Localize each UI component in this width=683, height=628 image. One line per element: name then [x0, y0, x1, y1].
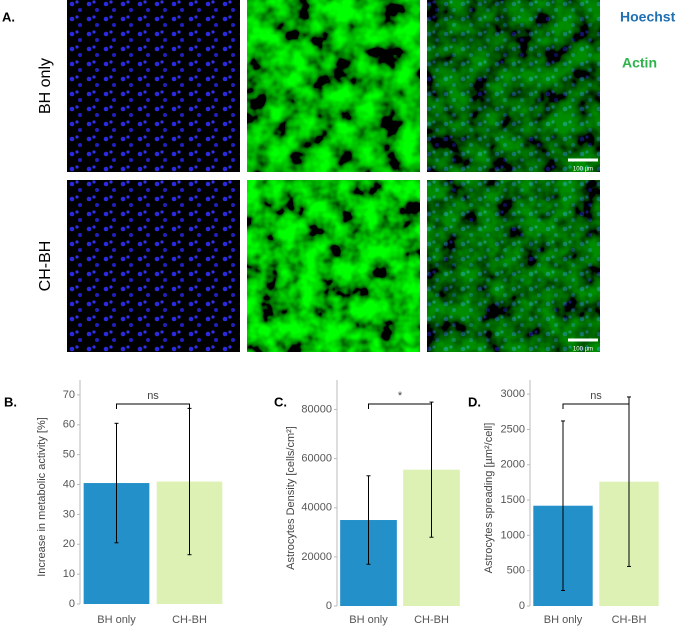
x-tick-label: CH-BH: [612, 614, 647, 626]
y-axis-label: Astrocytes spreading [µm²/cell]: [483, 423, 495, 574]
merge-nuclei: [427, 0, 600, 172]
y-tick-label: 3000: [501, 388, 525, 400]
actin-image: [247, 180, 420, 352]
significance-label: ns: [590, 390, 602, 402]
x-tick-label: CH-BH: [172, 614, 207, 626]
x-tick-label: CH-BH: [414, 614, 449, 626]
micrographs: [67, 0, 600, 352]
merge-nuclei: [427, 180, 600, 352]
y-tick-label: 0: [69, 598, 75, 610]
y-tick-label: 1500: [501, 494, 525, 506]
y-tick-label: 20000: [301, 551, 332, 563]
actin-image: [247, 0, 420, 172]
hoechst-image: [67, 0, 240, 172]
y-tick-label: 70: [63, 389, 75, 401]
y-tick-label: 20: [63, 538, 75, 550]
x-tick-label: BH only: [544, 614, 583, 626]
significance-bracket: [116, 403, 190, 409]
row-label: BH only: [37, 58, 54, 114]
y-axis-label: Increase in metabolic activity [%]: [36, 417, 48, 577]
panel-label: A.: [2, 9, 15, 24]
y-tick-label: 10: [63, 568, 75, 580]
significance-bracket: [562, 403, 630, 409]
x-tick-label: BH only: [97, 614, 136, 626]
y-tick-label: 2000: [501, 459, 525, 471]
y-tick-label: 2500: [501, 423, 525, 435]
significance-label: ns: [147, 390, 159, 402]
y-tick-label: 0: [326, 600, 332, 612]
y-axis-label: Astrocytes Density [cells/cm²]: [285, 426, 297, 570]
significance-label: *: [398, 390, 403, 402]
panel-label: C.: [274, 394, 287, 409]
y-tick-label: 50: [63, 449, 75, 461]
y-tick-label: 60: [63, 419, 75, 431]
hoechst-image: [67, 180, 240, 352]
legend-hoechst: Hoechst: [620, 9, 676, 25]
scale-bar-label: 100 µm: [573, 167, 593, 173]
y-tick-label: 40: [63, 478, 75, 490]
y-tick-label: 500: [507, 565, 525, 577]
y-tick-label: 1000: [501, 529, 525, 541]
row-label: CH-BH: [37, 241, 54, 292]
panel-label: B.: [4, 394, 17, 409]
y-tick-label: 0: [519, 600, 525, 612]
legend-actin: Actin: [622, 55, 657, 71]
significance-bracket: [368, 403, 432, 409]
x-tick-label: BH only: [349, 614, 388, 626]
y-tick-label: 30: [63, 508, 75, 520]
y-tick-label: 60000: [301, 453, 332, 465]
y-tick-label: 40000: [301, 502, 332, 514]
panel-label: D.: [468, 394, 481, 409]
scale-bar-label: 100 µm: [573, 347, 593, 353]
y-tick-label: 80000: [301, 403, 332, 415]
